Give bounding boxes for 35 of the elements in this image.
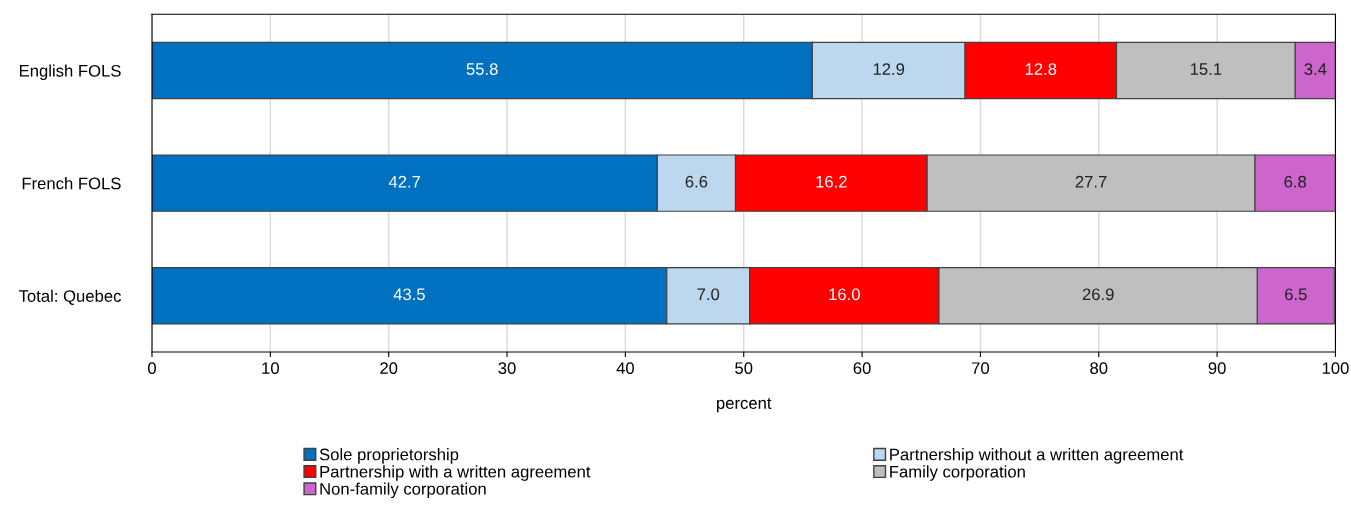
- x-tick-label: 100: [1322, 362, 1349, 375]
- data-label: 6.5: [1285, 288, 1307, 301]
- legend-label: Non-family corporation: [320, 482, 486, 499]
- x-tick-label: 90: [1208, 362, 1226, 375]
- data-label: 15.1: [1190, 63, 1222, 75]
- data-label: 6.8: [1284, 175, 1307, 188]
- data-label: 55.8: [466, 63, 498, 75]
- x-tick-label: 0: [148, 362, 156, 375]
- data-label: 7.0: [697, 288, 720, 301]
- x-tick-label: 10: [262, 362, 279, 375]
- x-tick-label: 20: [380, 362, 398, 375]
- x-axis-title: percent: [717, 398, 772, 413]
- data-label: 16.0: [829, 288, 860, 301]
- data-label: 43.5: [393, 288, 425, 301]
- y-tick-label: Total: Quebec: [18, 289, 121, 305]
- legend-label: Partnership without a written agreement: [890, 448, 1184, 464]
- x-tick-label: 70: [972, 362, 990, 375]
- data-label: 16.2: [816, 175, 847, 188]
- x-tick-label: 40: [616, 362, 634, 375]
- data-label: 12.8: [1025, 63, 1057, 75]
- legend-label: Sole proprietorship: [319, 448, 459, 464]
- x-tick-label: 30: [498, 362, 516, 375]
- x-tick-label: 60: [853, 362, 871, 375]
- data-label: 26.9: [1082, 288, 1114, 301]
- data-label: 42.7: [388, 175, 421, 188]
- legend-label: Partnership with a written agreement: [320, 465, 591, 481]
- x-tick-label: 80: [1090, 362, 1108, 375]
- data-label: 27.7: [1075, 175, 1107, 188]
- legend-label: Family corporation: [890, 465, 1025, 481]
- x-tick-label: 50: [735, 362, 753, 375]
- y-tick-label: English FOLS: [19, 64, 121, 81]
- y-tick-label: French FOLS: [22, 177, 121, 190]
- data-label: 3.4: [1304, 63, 1327, 75]
- data-label: 12.9: [873, 63, 905, 75]
- data-label: 6.6: [685, 175, 708, 188]
